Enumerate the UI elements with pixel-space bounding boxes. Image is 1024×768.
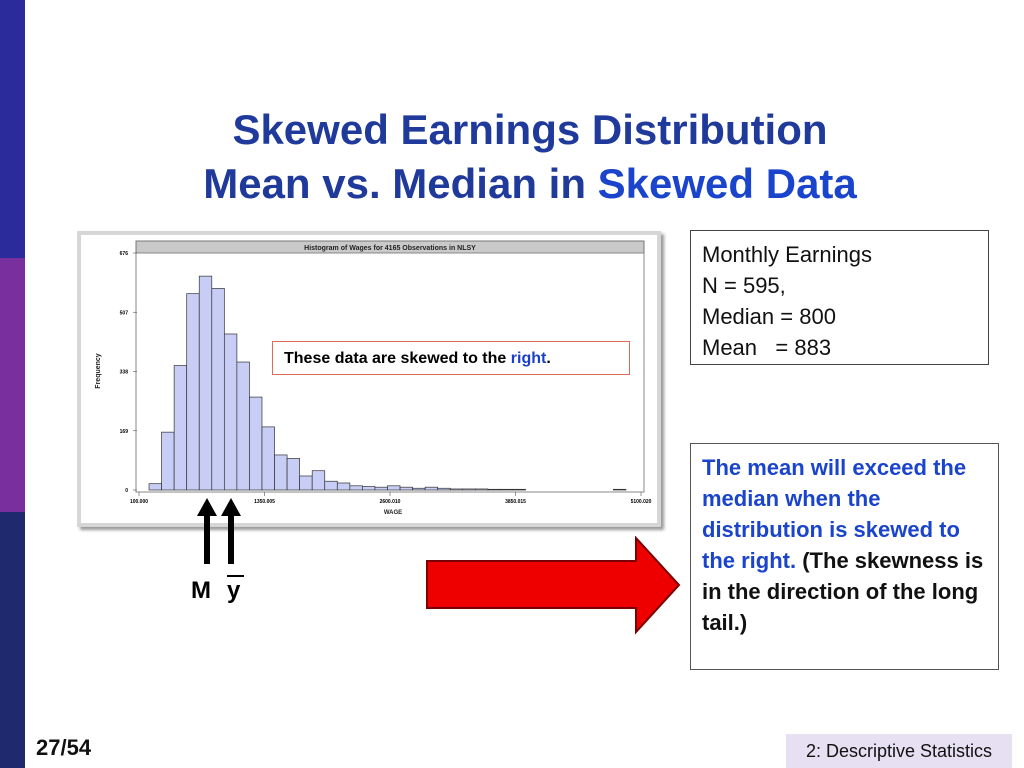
histogram-bar (274, 454, 288, 491)
page-number: 27/54 (36, 735, 92, 760)
histogram-bar (249, 396, 263, 491)
y-tick-label: 169 (120, 429, 129, 435)
skew-callout: These data are skewed to the right. (272, 341, 630, 375)
y-tick-label: 338 (120, 370, 129, 376)
slide-title-line2: Mean vs. Median in Skewed Data (25, 158, 1024, 210)
median-arrow-shaft (204, 514, 210, 564)
median-arrow-icon (197, 498, 217, 516)
y-ticks-group: 0 169 338 507 676 (120, 251, 137, 494)
left-band-top (0, 0, 25, 258)
title-line2-highlight: Skewed Data (597, 160, 857, 207)
histogram-bar (412, 487, 426, 491)
histogram-bar (500, 488, 514, 491)
histogram-bar (161, 431, 175, 491)
histogram-bar (198, 275, 213, 491)
stats-box: Monthly Earnings N = 595, Median = 800 M… (690, 230, 989, 365)
histogram-bar (613, 488, 627, 491)
histogram-bar (387, 485, 401, 491)
histogram-bar (399, 486, 413, 491)
x-axis-label: WAGE (384, 510, 402, 516)
histogram-bar (236, 361, 250, 491)
histogram-bar (311, 470, 326, 491)
x-tick-label: 2600.010 (380, 499, 401, 505)
chart-title: Histogram of Wages for 4165 Observations… (304, 245, 476, 252)
histogram-bar (449, 488, 464, 491)
stats-line-mean: Mean = 883 (702, 332, 988, 363)
y-tick-label: 676 (120, 251, 129, 257)
x-tick-label: 100.000 (130, 499, 148, 505)
histogram-bar (437, 487, 451, 491)
marker-arrows (197, 498, 241, 564)
histogram-bar (512, 488, 526, 491)
y-tick-label: 0 (125, 488, 128, 494)
histogram-bar (186, 293, 200, 491)
histogram-bar (286, 458, 300, 491)
histogram-panel: Histogram of Wages for 4165 Observations… (77, 231, 661, 527)
histogram-bar (362, 486, 376, 491)
histogram-bar (299, 475, 313, 491)
bars-group (148, 275, 627, 491)
median-marker-label: M (191, 577, 211, 604)
callout-highlight: right (510, 350, 547, 367)
histogram-bar (336, 482, 351, 491)
explanation-black-text: (The skewness is in the direction of the… (702, 548, 984, 635)
histogram-chart: Histogram of Wages for 4165 Observations… (95, 240, 652, 516)
explanation-blue-text: The mean will exceed the median when the… (702, 455, 967, 573)
left-band-middle (0, 258, 25, 512)
mean-marker-label: y (227, 577, 241, 604)
callout-suffix: . (546, 350, 551, 367)
x-tick-label: 1350.005 (254, 499, 275, 505)
histogram-bar (261, 426, 275, 491)
histogram-bar (487, 488, 501, 491)
callout-prefix: These data are skewed to the (284, 350, 507, 367)
x-ticks-group: 100.000 1350.005 2600.010 3850.015 5100.020 (130, 492, 652, 505)
explanation-box: The mean will exceed the median when the… (690, 443, 999, 670)
right-arrow-icon (426, 536, 681, 635)
histogram-bar (324, 480, 338, 491)
mean-arrow-shaft (228, 514, 234, 564)
histogram-area: Histogram of Wages for 4165 Observations… (81, 235, 657, 523)
histogram-bar (148, 483, 162, 491)
left-band-bottom (0, 512, 25, 768)
footer-section-label: 2: Descriptive Statistics (786, 734, 1012, 768)
histogram-bar (374, 486, 388, 491)
title-line2-prefix: Mean vs. Median in (203, 160, 586, 207)
histogram-bar (424, 486, 439, 491)
stats-line-n: N = 595, (702, 273, 786, 298)
mean-arrow-icon (221, 498, 241, 516)
stats-mean-label: Mean (702, 335, 758, 360)
y-tick-label: 507 (120, 310, 129, 316)
mean-bar-symbol (227, 575, 244, 577)
stats-line-median: Median = 800 (702, 304, 836, 329)
histogram-bar (349, 485, 363, 491)
y-axis-label: Frequency (95, 353, 102, 389)
histogram-bar (474, 488, 489, 491)
histogram-bar (173, 365, 188, 491)
histogram-bar (211, 288, 225, 491)
histogram-bar (462, 488, 476, 491)
x-tick-label: 3850.015 (505, 499, 526, 505)
stats-line-title: Monthly Earnings (702, 242, 872, 267)
histogram-bar (223, 333, 238, 491)
slide-title-line1: Skewed Earnings Distribution (232, 106, 828, 153)
x-tick-label: 5100.020 (631, 499, 652, 505)
stats-mean-value: = 883 (775, 335, 832, 360)
